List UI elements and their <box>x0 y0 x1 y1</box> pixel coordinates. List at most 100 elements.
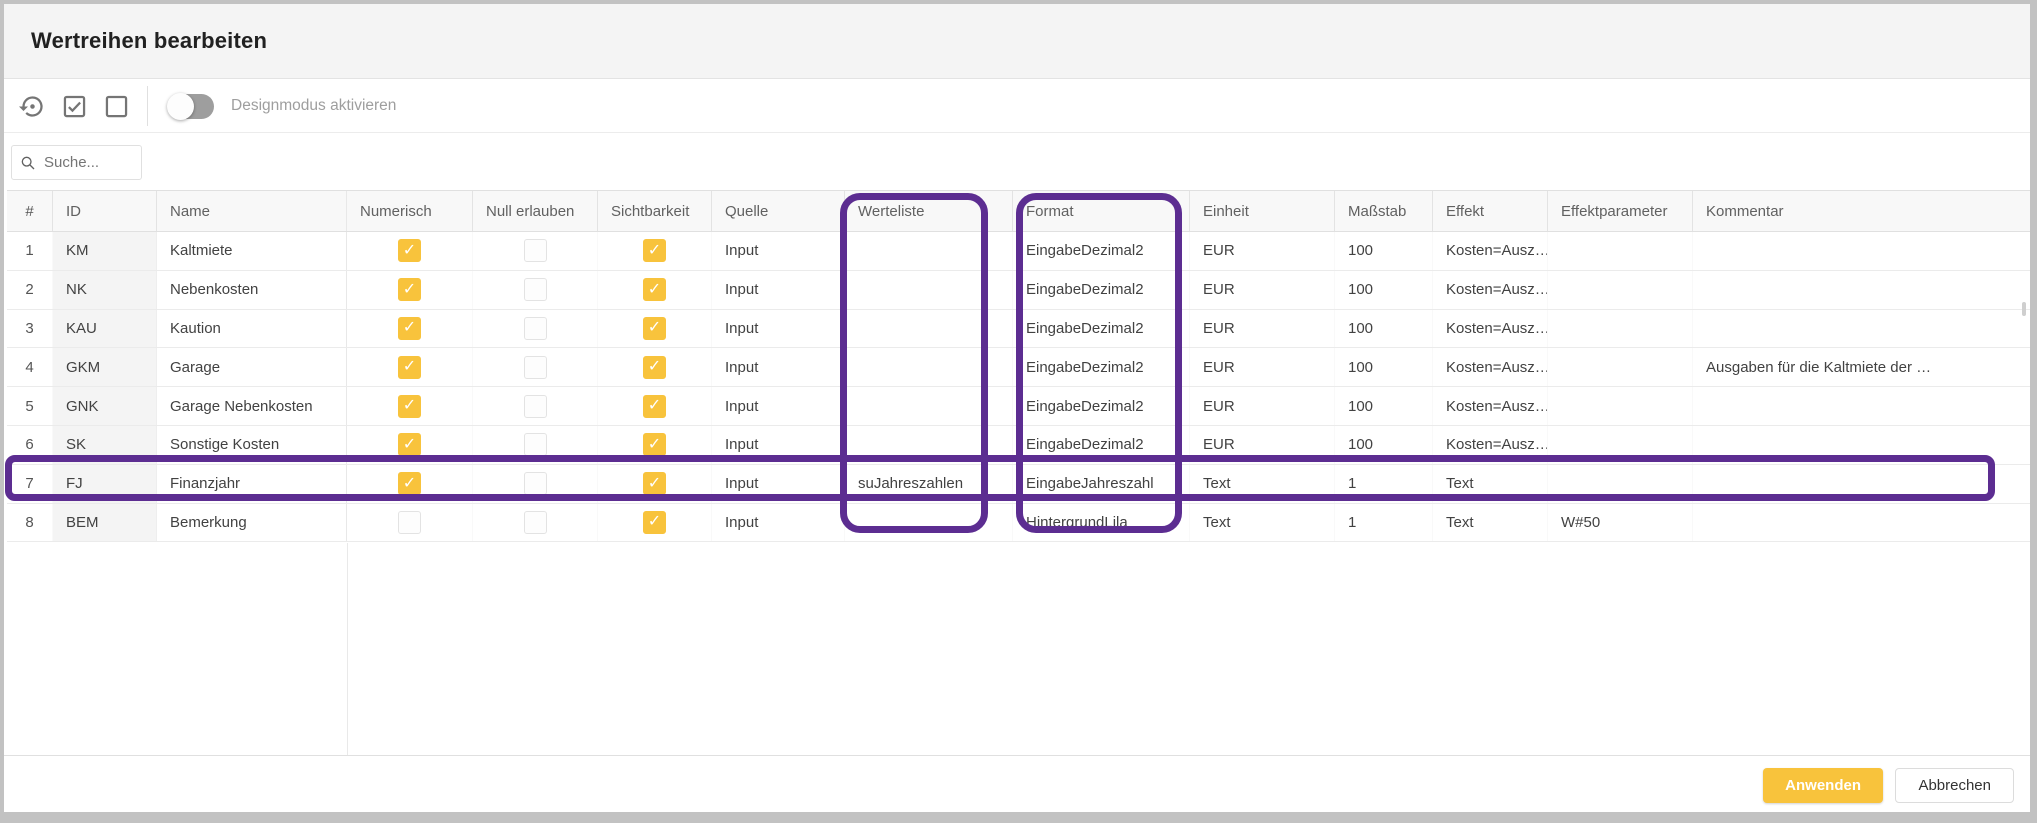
table-header-row: # ID Name Numerisch Null erlauben Sichtbarkei… <box>7 190 2030 232</box>
cell-id: KAU <box>53 309 157 348</box>
checkbox-nullErlauben-unchecked[interactable] <box>523 472 547 496</box>
cell-name: Sonstige Kosten <box>157 425 347 464</box>
checkbox-numerisch-checked[interactable] <box>398 278 421 302</box>
design-mode-toggle[interactable] <box>167 92 214 120</box>
checkbox-numerisch-checked[interactable] <box>398 355 421 379</box>
cell-effekt: Text <box>1433 504 1548 542</box>
cell-effektparameter <box>1548 310 1693 348</box>
checkbox-nullErlauben-unchecked[interactable] <box>523 510 547 534</box>
checkbox-nullErlauben-unchecked[interactable] <box>523 239 547 263</box>
column-header-einheit[interactable]: Einheit <box>1190 191 1335 231</box>
cell-numerisch <box>347 348 473 386</box>
checkbox-numerisch-checked[interactable] <box>398 433 421 457</box>
cell-massstab: 100 <box>1335 310 1433 348</box>
checkbox-numerisch-unchecked[interactable] <box>398 510 421 534</box>
column-header-kommentar[interactable]: Kommentar <box>1706 202 1784 220</box>
column-header-id[interactable]: ID <box>53 191 157 231</box>
cell-effekt: Kosten=Ausz… <box>1433 310 1548 348</box>
cell-id: FJ <box>53 464 157 503</box>
apply-button[interactable]: Anwenden <box>1763 768 1883 803</box>
cell-num: 2 <box>7 271 53 309</box>
cell-nullErlauben <box>473 504 598 542</box>
cell-sichtbarkeit <box>598 348 712 386</box>
cell-werteliste <box>845 348 1013 386</box>
cell-einheit: Text <box>1190 504 1335 542</box>
toolbar: Designmodus aktivieren <box>4 80 2030 133</box>
checkbox-sichtbarkeit-checked[interactable] <box>643 472 666 496</box>
checkbox-numerisch-checked[interactable] <box>398 394 421 418</box>
checkbox-nullErlauben-unchecked[interactable] <box>523 355 547 379</box>
cell-name: Garage <box>157 348 347 387</box>
checkbox-numerisch-checked[interactable] <box>398 472 421 496</box>
checkbox-nullErlauben-unchecked[interactable] <box>523 278 547 302</box>
cell-kommentar <box>1693 271 2030 309</box>
vertical-scrollbar[interactable] <box>2022 302 2026 316</box>
column-header-effektparameter[interactable]: Effektparameter <box>1548 191 1693 231</box>
search-input[interactable] <box>44 154 133 171</box>
search-row <box>4 134 2030 190</box>
cell-sichtbarkeit <box>598 271 712 309</box>
checkbox-sichtbarkeit-checked[interactable] <box>643 316 666 340</box>
column-header-sichtbarkeit[interactable]: Sichtbarkeit <box>598 191 712 231</box>
select-all-button[interactable] <box>61 93 88 120</box>
column-header-numerisch[interactable]: Numerisch <box>347 191 473 231</box>
cell-effektparameter: W#50 <box>1548 504 1693 542</box>
checkbox-sichtbarkeit-checked[interactable] <box>643 433 666 457</box>
select-none-button[interactable] <box>103 93 130 120</box>
cancel-button[interactable]: Abbrechen <box>1895 768 2014 803</box>
checkbox-sichtbarkeit-checked[interactable] <box>643 510 666 534</box>
column-header-name[interactable]: Name <box>157 191 347 231</box>
restore-button[interactable] <box>19 93 46 120</box>
title-bar: Wertreihen bearbeiten <box>4 4 2030 79</box>
toggle-track[interactable] <box>167 92 214 120</box>
cell-id: SK <box>53 425 157 464</box>
column-header-werteliste[interactable]: Werteliste <box>845 191 1013 231</box>
column-header-num[interactable]: # <box>7 191 53 231</box>
checkbox-numerisch-checked[interactable] <box>398 239 421 263</box>
column-header-nullErlauben[interactable]: Null erlauben <box>473 191 598 231</box>
column-header-quelle[interactable]: Quelle <box>712 191 845 231</box>
cell-quelle: Input <box>712 271 845 309</box>
cell-nullErlauben <box>473 310 598 348</box>
cell-effekt: Kosten=Ausz… <box>1433 232 1548 270</box>
toggle-knob[interactable] <box>167 92 194 120</box>
checkbox-sichtbarkeit-checked[interactable] <box>643 239 666 263</box>
cell-num: 6 <box>7 426 53 464</box>
checkbox-sichtbarkeit-checked[interactable] <box>643 394 666 418</box>
table-row-8[interactable]: 8BEMBemerkungInputHintergrundLilaText1Te… <box>7 503 2030 543</box>
checkbox-nullErlauben-unchecked[interactable] <box>523 433 547 457</box>
column-header-effekt[interactable]: Effekt <box>1433 191 1548 231</box>
cell-format: EingabeDezimal2 <box>1013 232 1190 270</box>
cell-id: NK <box>53 270 157 309</box>
cell-id: GNK <box>53 387 157 425</box>
cell-name: Finanzjahr <box>157 464 347 503</box>
checkbox-nullErlauben-unchecked[interactable] <box>523 394 547 418</box>
checkbox-numerisch-checked[interactable] <box>398 316 421 340</box>
search-icon <box>21 156 35 169</box>
cell-sichtbarkeit <box>598 465 712 503</box>
checkbox-sichtbarkeit-checked[interactable] <box>643 278 666 302</box>
cell-num: 7 <box>7 465 53 503</box>
cell-sichtbarkeit <box>598 232 712 270</box>
checkbox-nullErlauben-unchecked[interactable] <box>523 316 547 340</box>
cell-nullErlauben <box>473 426 598 464</box>
cell-kommentar <box>1693 232 2030 270</box>
cell-effektparameter <box>1548 271 1693 309</box>
cell-format: EingabeJahreszahl <box>1013 465 1190 503</box>
checkbox-sichtbarkeit-checked[interactable] <box>643 355 666 379</box>
cell-num: 8 <box>7 504 53 542</box>
cell-id: KM <box>53 232 157 270</box>
column-header-format[interactable]: Format <box>1013 191 1190 231</box>
cell-werteliste <box>845 310 1013 348</box>
cell-name: Garage Nebenkosten <box>157 387 347 425</box>
search-box[interactable] <box>11 145 142 180</box>
column-header-massstab[interactable]: Maßstab <box>1335 191 1433 231</box>
cell-massstab: 100 <box>1335 271 1433 309</box>
